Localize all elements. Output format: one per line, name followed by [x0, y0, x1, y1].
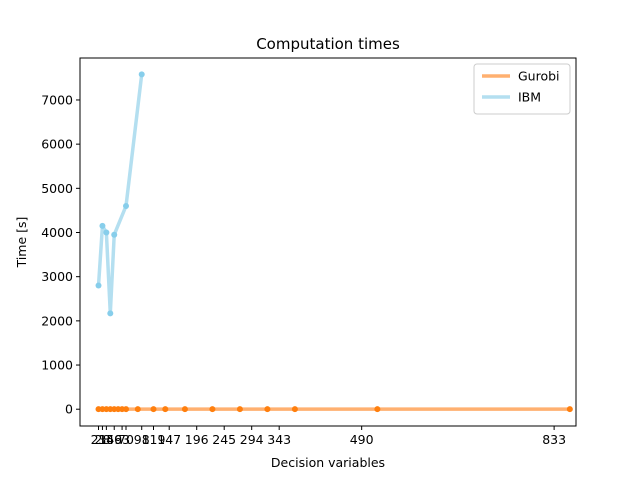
- ibm-point-0: [95, 282, 102, 289]
- gurobi-point-15: [291, 406, 298, 413]
- y-tick-label-1: 1000: [41, 358, 73, 373]
- y-tick-label-2: 2000: [41, 313, 73, 328]
- x-tick-label-11: 294: [240, 432, 264, 447]
- ibm-point-3: [107, 310, 114, 317]
- gurobi-point-10: [162, 406, 169, 413]
- chart-title: Computation times: [256, 35, 400, 53]
- y-tick-label-5: 5000: [41, 181, 73, 196]
- ibm-point-1: [99, 222, 106, 229]
- legend-label-gurobi: Gurobi: [518, 69, 560, 84]
- x-tick-label-1: 28: [94, 432, 110, 447]
- legend-label-ibm: IBM: [518, 90, 541, 105]
- x-tick-label-7: 119: [142, 432, 166, 447]
- y-tick-label-6: 6000: [41, 137, 73, 152]
- x-tick-label-5: 70: [118, 432, 134, 447]
- x-tick-label-8: 147: [157, 432, 181, 447]
- x-tick-label-12: 343: [267, 432, 291, 447]
- x-tick-label-3: 49: [106, 432, 122, 447]
- gurobi-point-9: [150, 406, 157, 413]
- gurobi-point-13: [236, 406, 243, 413]
- x-tick-label-14: 833: [542, 432, 566, 447]
- gurobi-point-7: [123, 406, 130, 413]
- ibm-point-5: [123, 202, 130, 209]
- x-tick-label-2: 35: [98, 432, 114, 447]
- y-axis: 0 1000 2000 3000 4000 5000 6000 7000: [41, 92, 80, 417]
- gurobi-point-12: [209, 406, 216, 413]
- gurobi-point-11: [181, 406, 188, 413]
- gurobi-point-14: [264, 406, 271, 413]
- gurobi-point-17: [566, 406, 573, 413]
- x-tick-label-0: 21: [91, 432, 107, 447]
- x-axis-title: Decision variables: [271, 455, 385, 470]
- plot-frame: [79, 57, 577, 427]
- x-tick-label-6: 98: [134, 432, 150, 447]
- y-tick-label-4: 4000: [41, 225, 73, 240]
- series-layer: [95, 71, 573, 413]
- x-tick-label-13: 490: [350, 432, 374, 447]
- x-tick-label-10: 245: [212, 432, 236, 447]
- y-axis-title: Time [s]: [14, 217, 29, 269]
- y-tick-label-0: 0: [65, 402, 73, 417]
- ibm-point-4: [111, 231, 118, 238]
- y-tick-label-3: 3000: [41, 269, 73, 284]
- legend: Gurobi IBM: [473, 63, 571, 115]
- x-tick-label-4: 63: [114, 432, 130, 447]
- ibm-point-2: [103, 229, 110, 236]
- gurobi-point-16: [374, 406, 381, 413]
- gurobi-point-8: [134, 406, 141, 413]
- y-tick-label-7: 7000: [41, 92, 73, 107]
- ibm-point-6: [138, 71, 145, 78]
- x-tick-label-9: 196: [185, 432, 209, 447]
